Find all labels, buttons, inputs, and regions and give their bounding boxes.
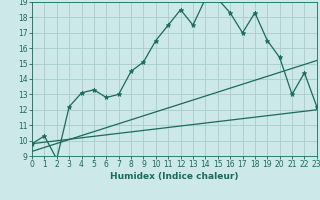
X-axis label: Humidex (Indice chaleur): Humidex (Indice chaleur) [110, 172, 239, 181]
